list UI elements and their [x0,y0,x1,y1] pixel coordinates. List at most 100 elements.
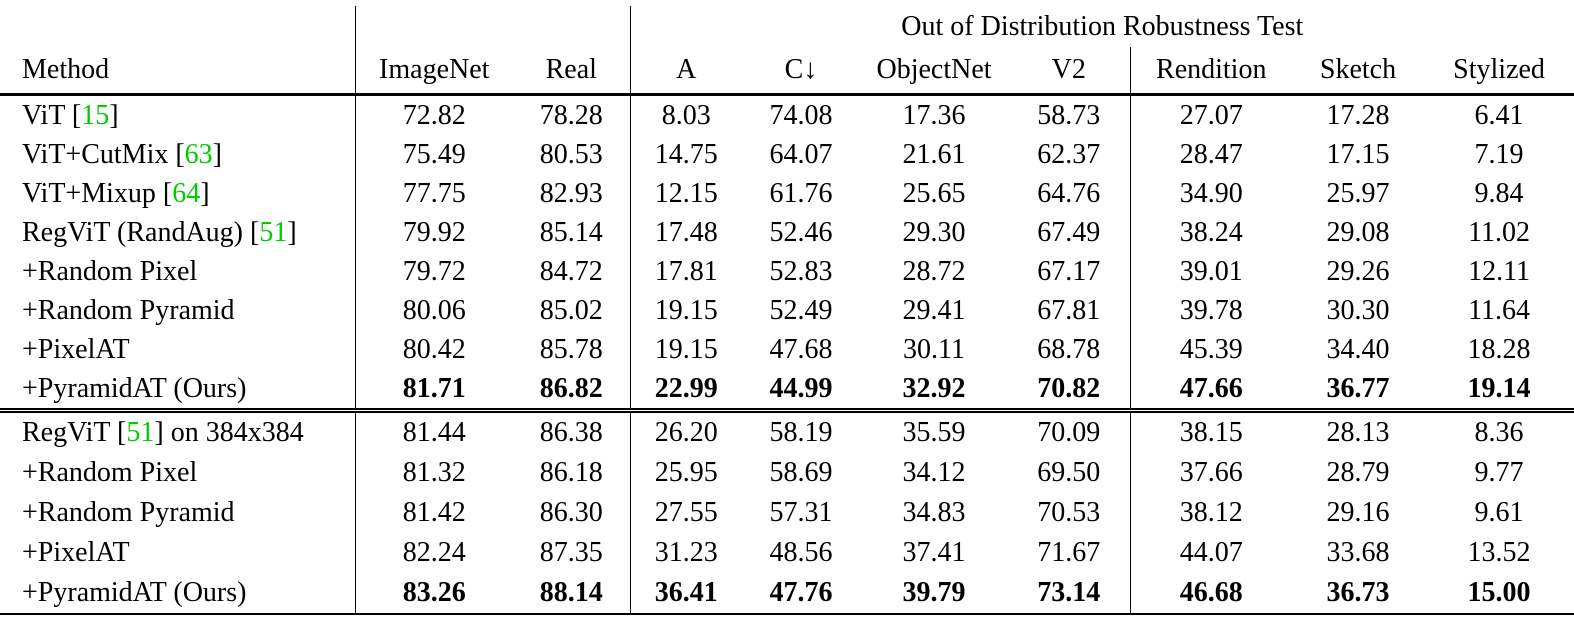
value-cell: 58.73 [1008,94,1131,135]
citation-link[interactable]: 64 [172,178,201,209]
value-cell: 52.49 [769,295,833,326]
table-row: +PixelAT 82.24 87.35 31.23 48.56 37.41 71.67 44… [0,533,1574,573]
value-cell: 36.73 [1292,573,1424,615]
method-cell: +PyramidAT (Ours) [0,369,356,411]
value-cell: 32.92 [902,373,966,404]
value-cell: 21.61 [902,139,966,170]
value-cell: 44.99 [769,373,833,404]
value-cell: 64.07 [769,139,833,170]
col-header-a: A [630,47,742,96]
method-cell: +PyramidAT (Ours) [0,573,356,615]
value-cell: 17.48 [654,217,718,248]
table-row: RegViT (RandAug) [51] 79.92 85.14 17.48 52.4… [0,213,1574,252]
method-cell: ViT [15] [0,94,356,135]
value-cell: 86.82 [513,369,631,411]
value-cell: 68.78 [1008,330,1131,369]
col-header-objectnet: ObjectNet [860,47,1008,96]
value-cell: 67.17 [1008,252,1131,291]
value-cell: 86.18 [513,453,631,493]
table-row: +PyramidAT (Ours) 81.71 86.82 22.99 44.99 32.… [0,369,1574,411]
value-cell: 17.28 [1326,100,1390,131]
value-cell: 82.93 [513,174,631,213]
value-cell: 82.24 [402,537,466,568]
col-header-sketch: Sketch [1292,47,1424,96]
table-header: Out of Distribution Robustness Test Meth… [0,6,1574,96]
value-cell: 30.30 [1326,295,1390,326]
value-cell: 80.42 [402,334,466,365]
value-cell: 88.14 [513,573,631,615]
value-cell: 17.36 [902,100,966,131]
value-cell: 14.75 [654,139,718,170]
value-cell: 71.67 [1008,533,1131,573]
citation-link[interactable]: 15 [81,100,110,131]
value-cell: 47.68 [769,334,833,365]
citation-link[interactable]: 51 [259,217,288,248]
value-cell: 9.84 [1474,178,1524,209]
table-group-2: RegViT [51] on 384x384 81.44 86.38 26.20 58.… [0,408,1574,615]
method-cell: RegViT (RandAug) [51] [0,213,356,252]
value-cell: 38.24 [1179,217,1243,248]
table-row: RegViT [51] on 384x384 81.44 86.38 26.20 58.… [0,408,1574,453]
value-cell: 37.41 [902,537,966,568]
value-cell: 34.90 [1179,178,1243,209]
value-cell: 72.82 [402,100,466,131]
value-cell: 27.55 [654,497,718,528]
value-cell: 17.15 [1326,139,1390,170]
value-cell: 80.53 [513,135,631,174]
citation-link[interactable]: 51 [126,417,155,448]
value-cell: 70.09 [1008,408,1131,453]
value-cell: 52.46 [769,217,833,248]
table-row: +Random Pixel 81.32 86.18 25.95 58.69 34.12 69… [0,453,1574,493]
method-cell: ViT+Mixup [64] [0,174,356,213]
value-cell: 30.11 [903,334,965,365]
value-cell: 79.92 [402,217,466,248]
value-cell: 70.53 [1008,493,1131,533]
value-cell: 79.72 [402,256,466,287]
span-header-row: Out of Distribution Robustness Test [0,6,1574,47]
results-table: Out of Distribution Robustness Test Meth… [0,6,1574,615]
value-cell: 15.00 [1424,573,1574,615]
value-cell: 28.47 [1179,139,1243,170]
value-cell: 25.95 [654,457,718,488]
value-cell: 38.15 [1130,408,1292,453]
value-cell: 81.44 [355,408,513,453]
value-cell: 28.13 [1292,408,1424,453]
table-row: +Random Pixel 79.72 84.72 17.81 52.83 28.72 67… [0,252,1574,291]
value-cell: 29.30 [902,217,966,248]
method-cell: +PixelAT [0,330,356,369]
citation-link[interactable]: 63 [184,139,213,170]
value-cell: 9.61 [1474,497,1524,528]
value-cell: 47.76 [742,573,860,615]
value-cell: 64.76 [1008,174,1131,213]
value-cell: 81.71 [402,373,466,404]
value-cell: 62.37 [1008,135,1131,174]
value-cell: 29.26 [1326,256,1390,287]
value-cell: 39.79 [860,573,1008,615]
value-cell: 39.78 [1179,295,1243,326]
value-cell: 85.02 [513,291,631,330]
value-cell: 57.31 [769,497,833,528]
value-cell: 73.14 [1008,573,1131,615]
value-cell: 81.42 [402,497,466,528]
value-cell: 36.77 [1326,373,1390,404]
value-cell: 34.12 [902,457,966,488]
col-header-rendition: Rendition [1130,47,1292,96]
value-cell: 13.52 [1467,537,1531,568]
table-row: ViT+CutMix [63] 75.49 80.53 14.75 64.07 21.61… [0,135,1574,174]
value-cell: 19.15 [654,295,718,326]
value-cell: 33.68 [1326,537,1390,568]
table-row: +Random Pyramid 80.06 85.02 19.15 52.49 29.41… [0,291,1574,330]
value-cell: 29.16 [1326,497,1390,528]
value-cell: 7.19 [1474,139,1524,170]
value-cell: 36.41 [630,573,742,615]
value-cell: 75.49 [402,139,466,170]
value-cell: 12.11 [1468,256,1531,287]
value-cell: 12.15 [654,178,718,209]
method-cell: +Random Pyramid [0,291,356,330]
value-cell: 22.99 [654,373,718,404]
value-cell: 8.03 [661,100,711,131]
value-cell: 25.97 [1326,178,1390,209]
col-header-v2: V2 [1008,47,1131,96]
value-cell: 67.81 [1008,291,1131,330]
